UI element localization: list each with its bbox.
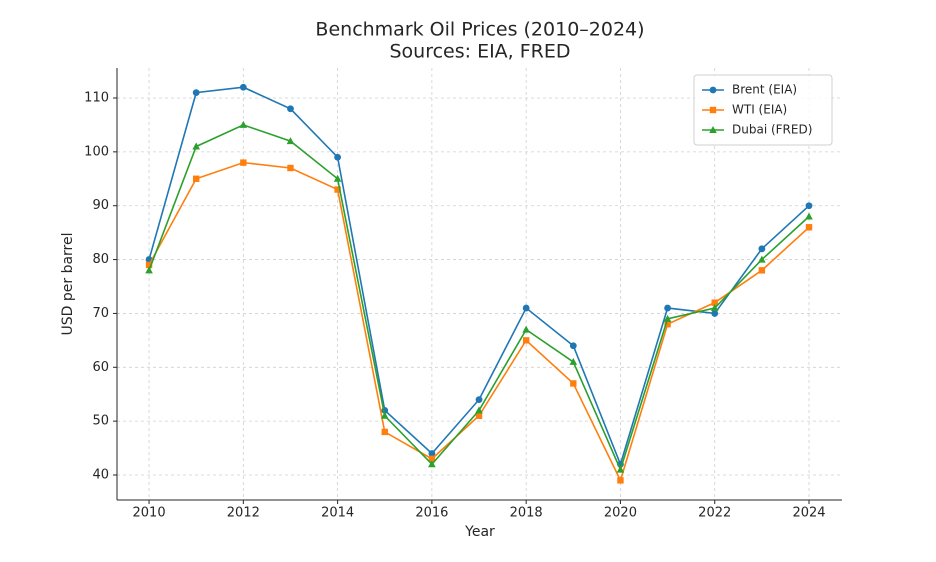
y-tick-label: 110 <box>84 90 109 105</box>
series-line <box>148 161 810 483</box>
marker <box>758 255 766 263</box>
chart-subtitle: Sources: EIA, FRED <box>389 41 570 63</box>
y-tick-label: 90 <box>92 198 109 213</box>
marker <box>286 137 295 145</box>
marker <box>711 310 719 317</box>
marker <box>240 159 247 166</box>
marker <box>710 304 719 312</box>
marker <box>192 142 200 150</box>
x-tick-label: 2018 <box>510 506 543 521</box>
marker <box>192 89 200 97</box>
marker <box>758 267 766 274</box>
y-tick-label: 80 <box>92 252 109 267</box>
marker <box>569 342 577 350</box>
chart-title: Benchmark Oil Prices (2010–2024) <box>315 19 644 41</box>
marker <box>333 174 342 182</box>
marker <box>380 411 389 419</box>
marker <box>334 186 341 193</box>
legend-marker <box>709 126 717 133</box>
marker <box>569 357 578 365</box>
legend-label: WTI (EIA) <box>732 103 787 117</box>
marker <box>805 202 813 210</box>
marker <box>616 465 625 473</box>
y-tick-label: 40 <box>92 468 109 483</box>
marker <box>475 406 483 414</box>
x-tick-label: 2010 <box>133 506 166 521</box>
y-axis-label: USD per barrel <box>60 233 76 336</box>
x-tick-label: 2024 <box>792 506 825 521</box>
marker <box>522 325 530 333</box>
x-axis-label: Year <box>464 524 495 540</box>
marker <box>758 245 766 253</box>
x-tick-label: 2016 <box>415 506 448 521</box>
legend-label: Dubai (FRED) <box>732 123 812 137</box>
marker <box>145 261 153 269</box>
legend-box <box>693 74 833 146</box>
marker <box>192 175 200 182</box>
y-tick-label: 100 <box>84 144 109 159</box>
marker <box>570 380 577 387</box>
marker <box>381 428 388 436</box>
marker <box>522 337 530 344</box>
marker <box>239 83 247 91</box>
x-tick-label: 2020 <box>604 506 637 521</box>
marker <box>664 321 671 328</box>
marker <box>663 314 672 322</box>
marker <box>428 450 436 457</box>
marker <box>334 153 342 161</box>
marker <box>805 212 813 220</box>
marker <box>475 396 483 404</box>
marker <box>711 299 718 306</box>
marker <box>522 304 530 312</box>
y-tick-label: 60 <box>92 360 109 375</box>
x-tick-label: 2012 <box>227 506 260 521</box>
y-tick-label: 70 <box>92 306 109 321</box>
marker <box>428 460 436 468</box>
legend-marker <box>709 106 717 114</box>
marker <box>287 105 294 113</box>
y-tick-label: 50 <box>92 414 109 429</box>
legend-marker <box>709 86 717 94</box>
x-tick-label: 2022 <box>698 506 731 521</box>
x-tick-label: 2014 <box>321 506 354 521</box>
marker <box>617 477 624 484</box>
marker <box>145 266 153 274</box>
marker <box>805 224 813 231</box>
marker <box>664 304 671 312</box>
marker <box>287 164 294 172</box>
marker <box>428 455 436 463</box>
legend-label: Brent (EIA) <box>732 83 797 97</box>
marker <box>239 120 248 128</box>
marker <box>475 412 483 419</box>
